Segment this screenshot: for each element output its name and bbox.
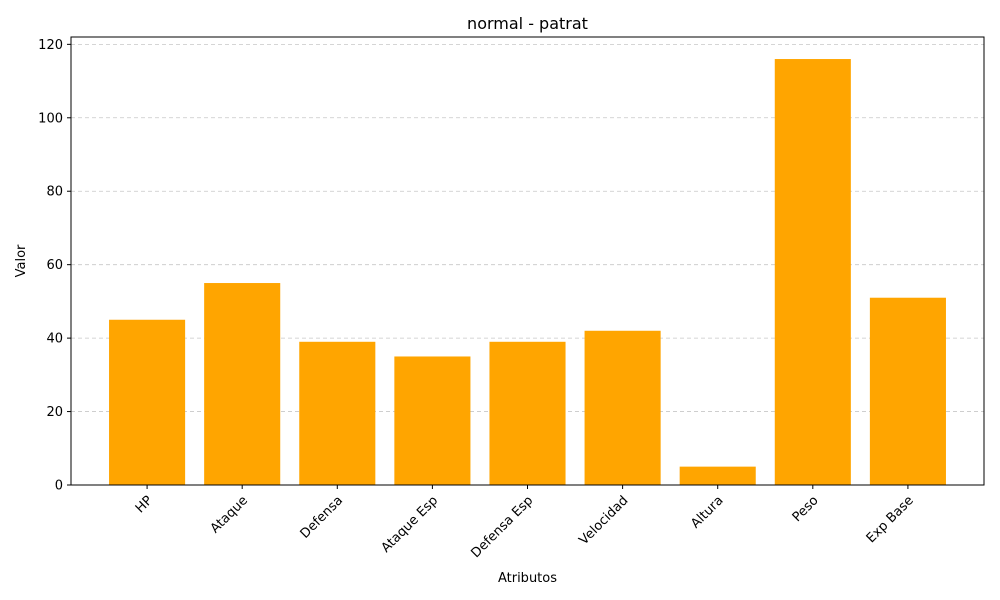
bar-peso bbox=[774, 59, 851, 486]
x-tick-label: Defensa bbox=[298, 493, 346, 541]
chart-title: normal - patrat bbox=[467, 14, 588, 33]
y-tick-label: 120 bbox=[38, 38, 63, 53]
x-tick-label: Exp Base bbox=[864, 493, 917, 546]
x-tick-label: Ataque Esp bbox=[379, 493, 442, 556]
x-tick-label: Defensa Esp bbox=[468, 493, 536, 561]
bar-ataque-esp bbox=[394, 356, 471, 485]
bar-ataque bbox=[204, 283, 281, 485]
y-tick-label: 60 bbox=[46, 258, 63, 273]
x-axis-ticks: HP Ataque Defensa Ataque Esp Defensa Esp Velo… bbox=[133, 485, 917, 561]
bar-altura bbox=[679, 466, 756, 485]
bar-velocidad bbox=[584, 330, 661, 485]
y-tick-label: 100 bbox=[38, 111, 63, 126]
bar-defensa bbox=[299, 341, 376, 485]
y-tick-label: 0 bbox=[55, 479, 63, 494]
bar-defensa-esp bbox=[489, 341, 566, 485]
x-tick-label: Peso bbox=[790, 493, 822, 525]
bars bbox=[109, 59, 946, 486]
y-tick-label: 80 bbox=[46, 185, 63, 200]
x-axis-label: Atributos bbox=[498, 571, 557, 586]
x-tick-label: Ataque bbox=[208, 493, 251, 536]
y-tick-label: 40 bbox=[46, 332, 63, 347]
x-tick-label: Altura bbox=[688, 493, 726, 531]
bar-exp-base bbox=[869, 297, 946, 485]
x-tick-label: Velocidad bbox=[576, 493, 631, 548]
y-axis-label: Valor bbox=[14, 244, 29, 277]
bar-hp bbox=[109, 319, 186, 485]
y-axis-ticks: 0 20 40 60 80 100 120 bbox=[38, 38, 71, 494]
y-tick-label: 20 bbox=[46, 405, 63, 420]
x-tick-label: HP bbox=[133, 493, 156, 516]
